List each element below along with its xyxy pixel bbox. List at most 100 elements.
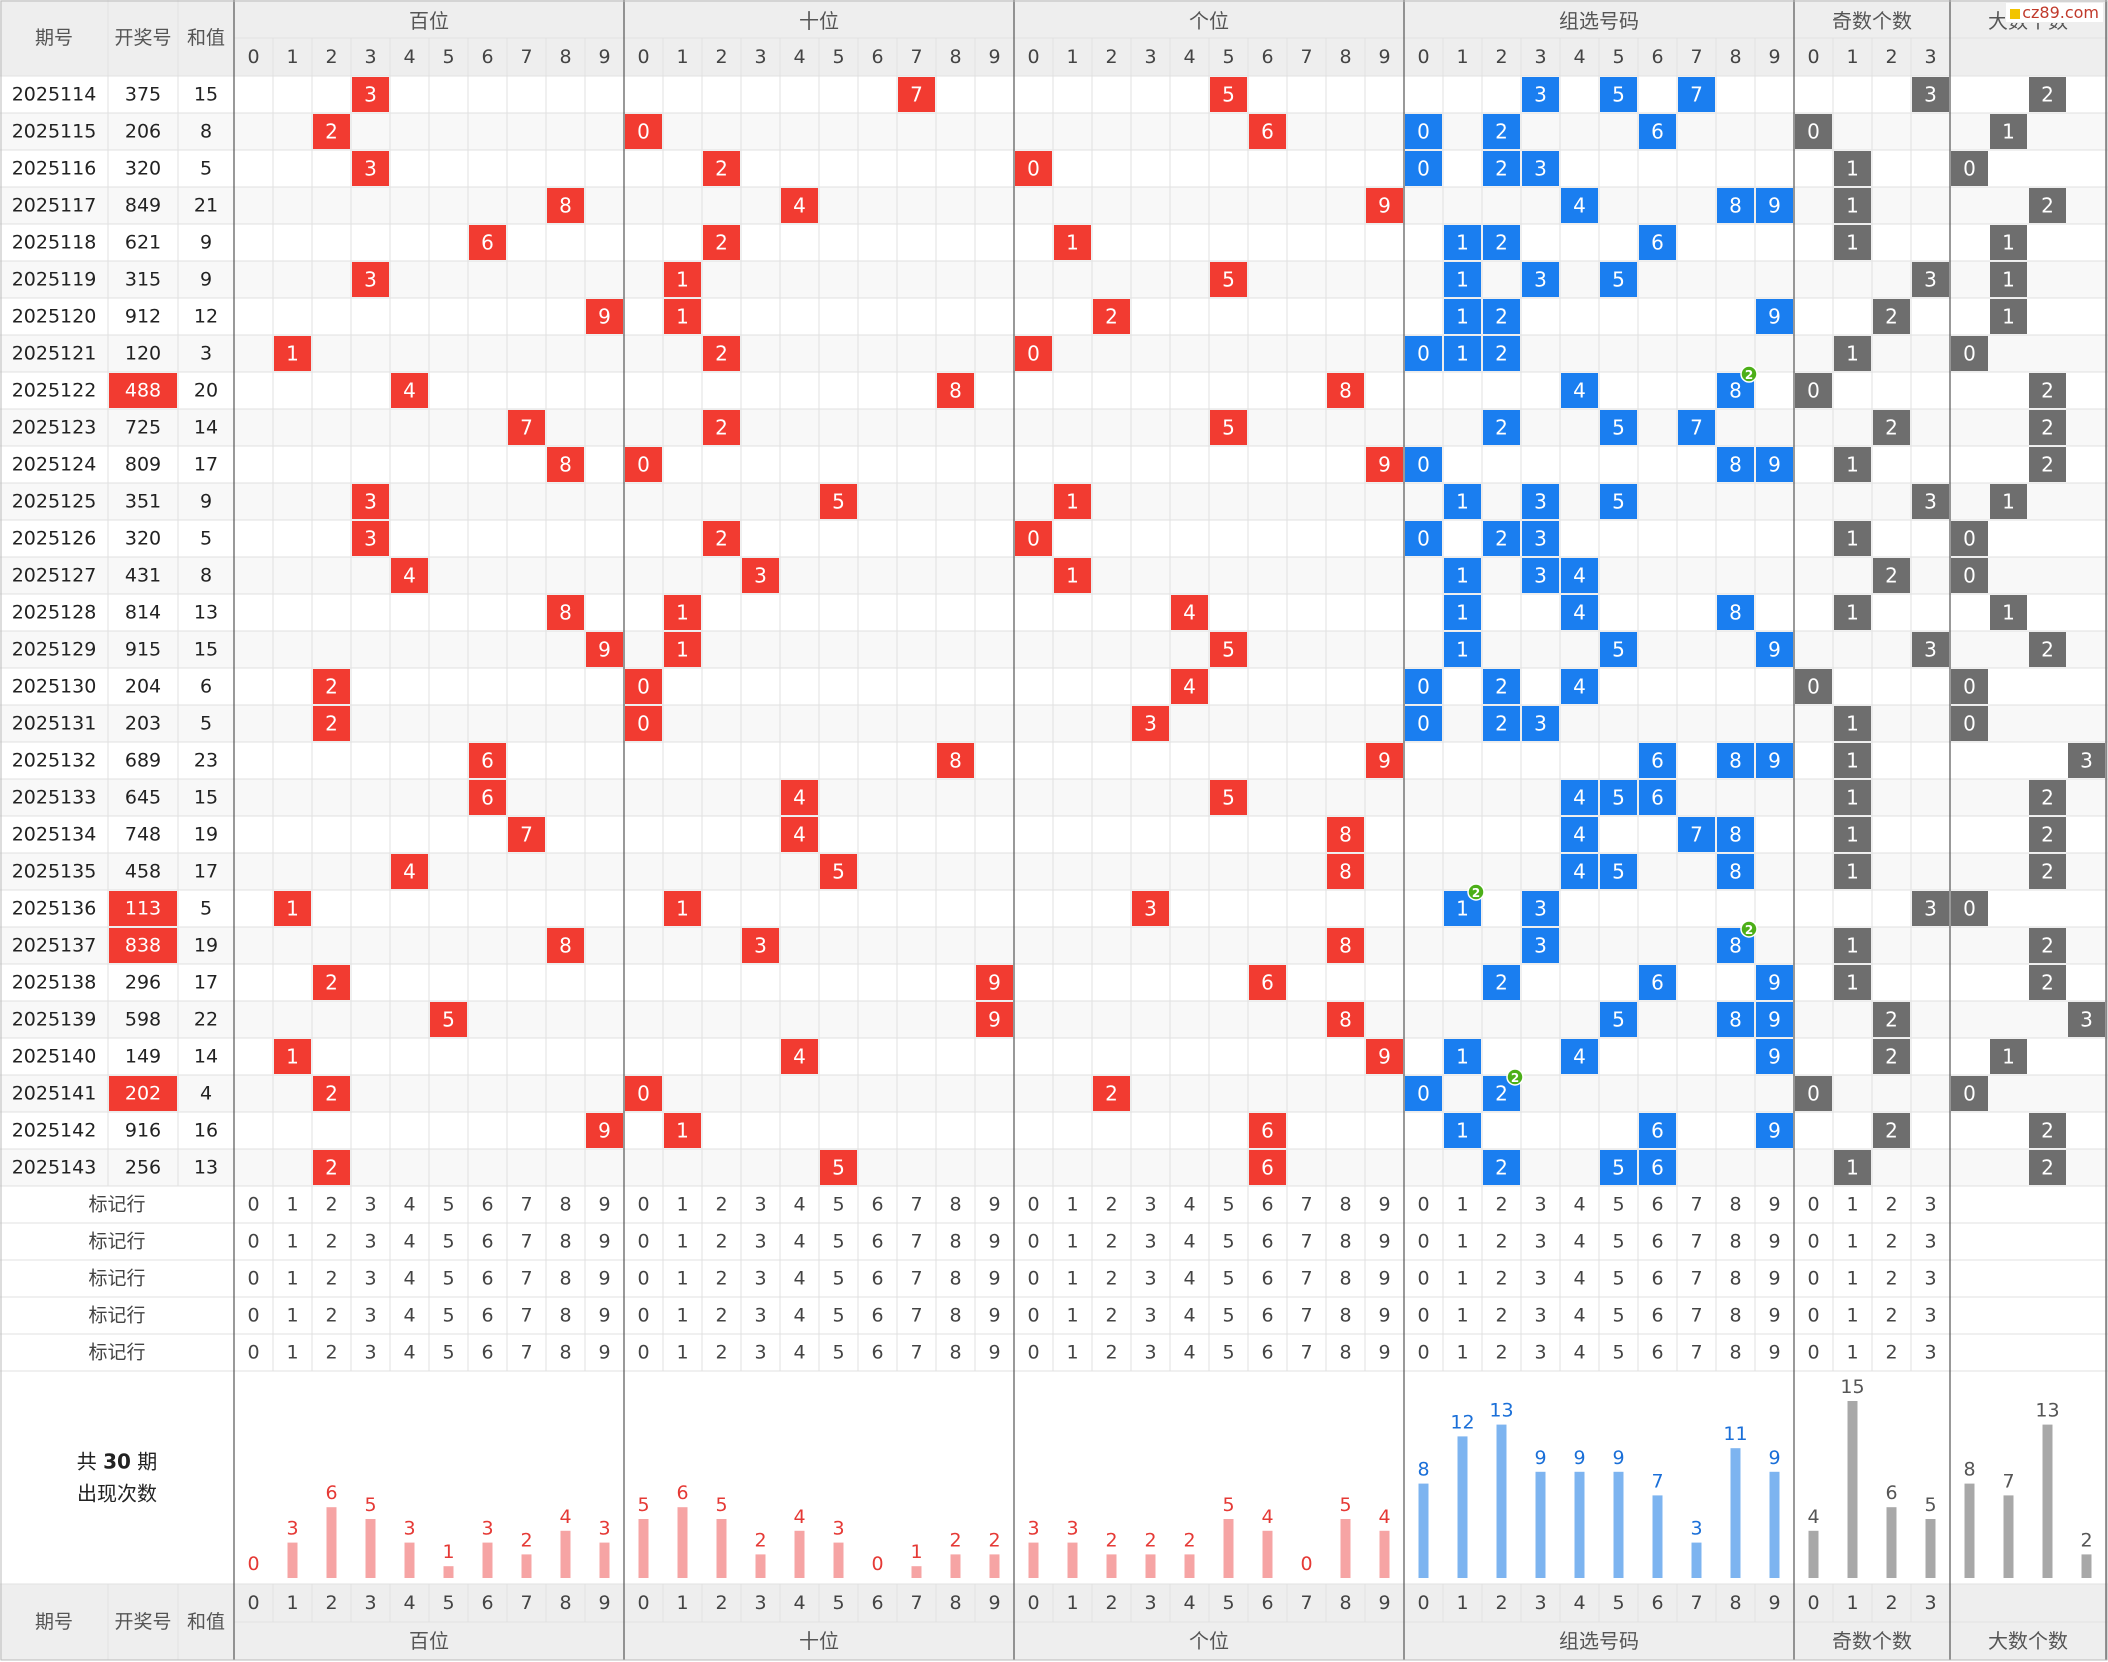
row-number: 689 <box>125 750 161 772</box>
group-cell <box>1639 965 1676 1000</box>
position-digit: 2 <box>325 675 338 699</box>
position-cell <box>976 1002 1013 1037</box>
tens-count-value: 0 <box>871 1553 883 1575</box>
odd-count-cell <box>1834 521 1871 556</box>
row-stripe <box>0 927 2108 964</box>
header-issue: 期号 <box>35 27 73 49</box>
row-sum: 6 <box>200 676 212 698</box>
marker-digit: 1 <box>1066 1194 1078 1216</box>
group-count-value: 13 <box>1489 1400 1513 1422</box>
marker-digit: 1 <box>1456 1194 1468 1216</box>
marker-digit: 1 <box>1846 1342 1858 1364</box>
marker-digit: 3 <box>1144 1305 1156 1327</box>
group-cell <box>1756 188 1793 223</box>
group-digit: 2 <box>1495 416 1508 440</box>
units-count-bar <box>1379 1530 1390 1578</box>
row-sum: 15 <box>194 84 218 106</box>
position-digit: 5 <box>1222 638 1235 662</box>
marker-digit: 9 <box>598 1231 610 1253</box>
marker-digit: 2 <box>1105 1268 1117 1290</box>
odd-count-digit: 1 <box>1846 157 1859 181</box>
big-count-digit: 2 <box>2041 194 2054 218</box>
row-number: 725 <box>125 417 161 439</box>
group-cell <box>1522 928 1559 963</box>
position-cell <box>742 558 779 593</box>
big-count-digit: 0 <box>1963 157 1976 181</box>
row-issue: 2025138 <box>12 972 97 994</box>
group-count-value: 9 <box>1534 1447 1546 1469</box>
footer-digit: 6 <box>1261 1592 1273 1614</box>
position-cell <box>508 817 545 852</box>
row-issue: 2025141 <box>12 1083 97 1105</box>
position-digit: 2 <box>325 1156 338 1180</box>
group-digit: 1 <box>1456 342 1469 366</box>
position-digit: 0 <box>637 712 650 736</box>
position-cell <box>274 336 311 371</box>
marker-digit: 9 <box>988 1194 1000 1216</box>
group-digit: 6 <box>1651 786 1664 810</box>
position-digit: 9 <box>1378 194 1391 218</box>
stats-label-line2: 出现次数 <box>77 1482 157 1506</box>
hundreds-count-value: 1 <box>442 1541 454 1563</box>
group-digit: 9 <box>1768 305 1781 329</box>
position-cell <box>1210 780 1247 815</box>
footer-group-label: 十位 <box>799 1629 839 1653</box>
footer-sum: 和值 <box>187 1611 225 1633</box>
position-digit: 6 <box>481 786 494 810</box>
marker-digit: 9 <box>988 1342 1000 1364</box>
header-digit: 1 <box>1066 46 1078 68</box>
position-cell <box>586 299 623 334</box>
marker-digit: 4 <box>793 1342 805 1364</box>
position-cell <box>352 77 389 112</box>
hundreds-count-value: 2 <box>520 1529 532 1551</box>
marker-digit: 1 <box>1846 1231 1858 1253</box>
big-count-digit: 2 <box>2041 823 2054 847</box>
big-count-digit: 0 <box>1963 564 1976 588</box>
position-cell <box>664 595 701 630</box>
marker-digit: 8 <box>559 1194 571 1216</box>
big-count-cell <box>2029 854 2066 889</box>
marker-digit: 8 <box>1339 1305 1351 1327</box>
marker-digit: 7 <box>1300 1268 1312 1290</box>
position-digit: 3 <box>754 934 767 958</box>
position-cell <box>1249 114 1286 149</box>
position-cell <box>391 558 428 593</box>
row-sum: 19 <box>194 824 218 846</box>
marker-digit: 1 <box>1846 1268 1858 1290</box>
marker-digit: 3 <box>1924 1342 1936 1364</box>
hundreds-count-bar <box>560 1530 571 1578</box>
odd-count-cell <box>1834 151 1871 186</box>
position-digit: 7 <box>910 83 923 107</box>
marker-digit: 5 <box>442 1268 454 1290</box>
position-cell <box>1366 447 1403 482</box>
position-digit: 5 <box>1222 786 1235 810</box>
position-digit: 4 <box>793 194 806 218</box>
marker-digit: 8 <box>559 1342 571 1364</box>
odd-count-digit: 2 <box>1885 416 1898 440</box>
big-total-value: 8 <box>1963 1459 1975 1481</box>
marker-digit: 5 <box>442 1231 454 1253</box>
header-digit: 3 <box>1534 46 1546 68</box>
footer-digit: 0 <box>1807 1592 1819 1614</box>
row-sum: 15 <box>194 787 218 809</box>
repeat-badge-count: 2 <box>1472 886 1480 900</box>
odd-count-digit: 3 <box>1924 268 1937 292</box>
marker-digit: 4 <box>403 1305 415 1327</box>
units-count-value: 3 <box>1066 1518 1078 1540</box>
group-cell <box>1600 1002 1637 1037</box>
header-digit: 3 <box>1924 46 1936 68</box>
units-count-value: 2 <box>1105 1529 1117 1551</box>
position-digit: 0 <box>637 1082 650 1106</box>
odd-count-cell <box>1834 336 1871 371</box>
odd-count-cell <box>1834 1150 1871 1185</box>
group-digit: 4 <box>1573 823 1586 847</box>
group-cell <box>1717 854 1754 889</box>
marker-digit: 3 <box>1144 1342 1156 1364</box>
marker-digit: 2 <box>325 1194 337 1216</box>
position-cell <box>625 447 662 482</box>
header-digit: 0 <box>1027 46 1039 68</box>
header-digit: 2 <box>1495 46 1507 68</box>
big-count-cell <box>2029 447 2066 482</box>
row-issue: 2025126 <box>12 528 97 550</box>
position-cell <box>625 669 662 704</box>
